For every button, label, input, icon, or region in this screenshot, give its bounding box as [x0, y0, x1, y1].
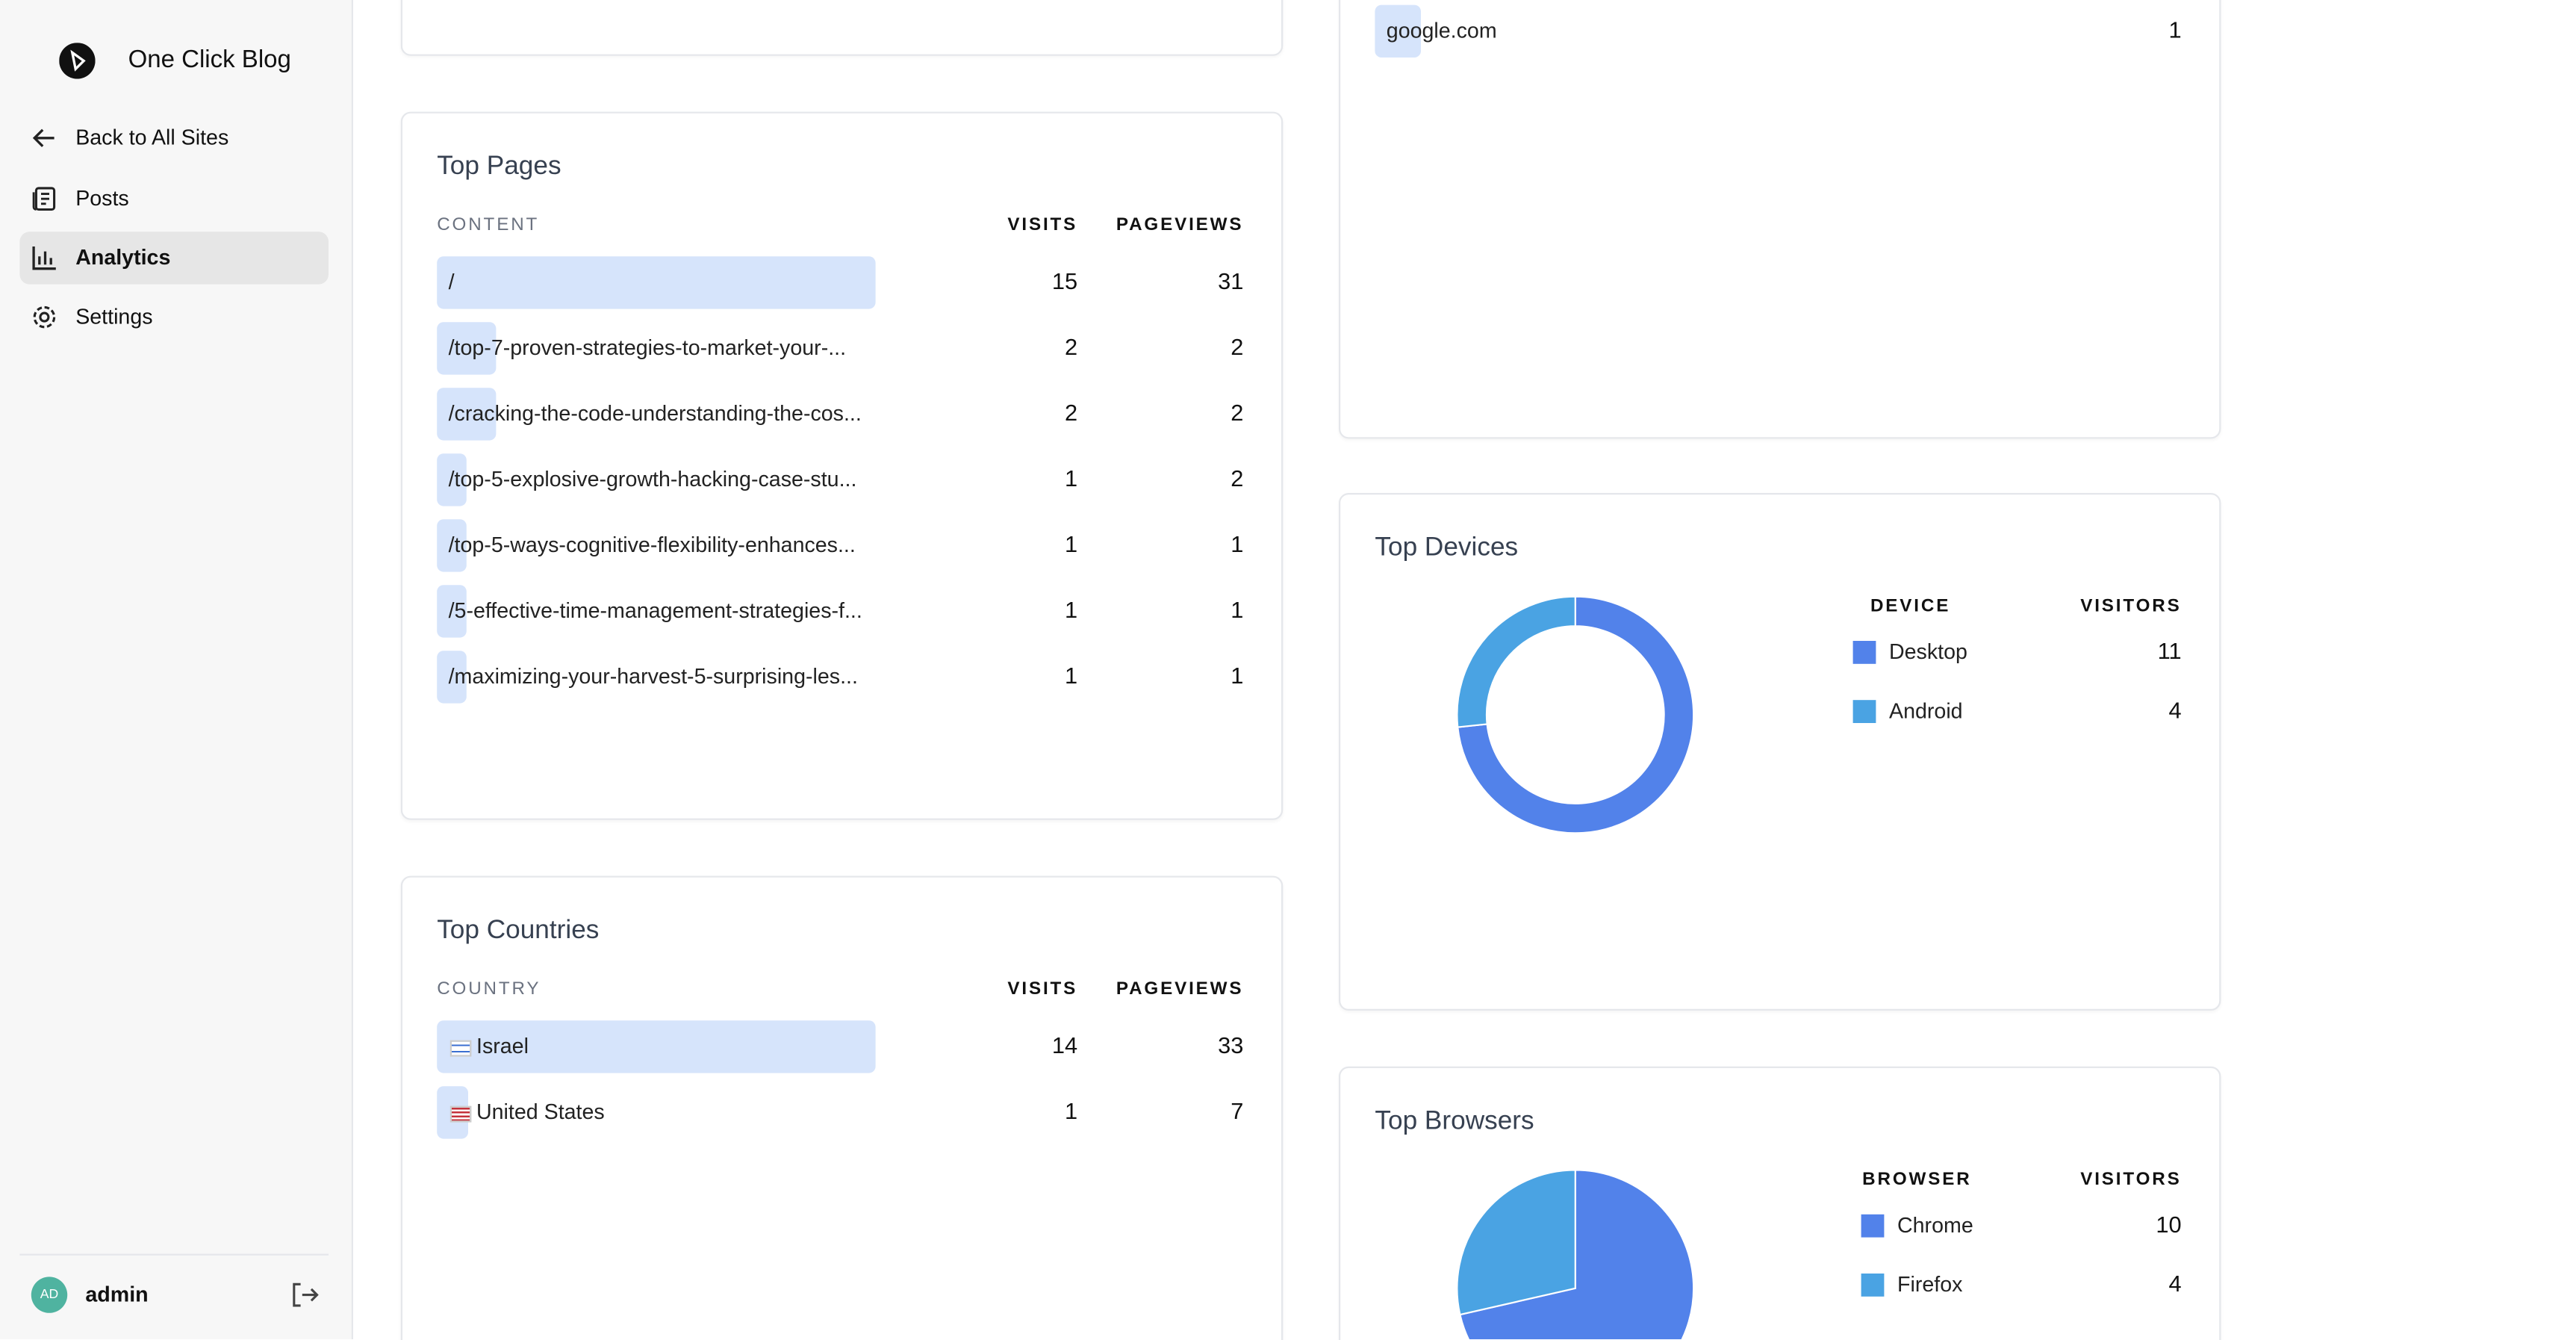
row-label[interactable]: /maximizing-your-harvest-5-surprising-le… [448, 663, 858, 689]
row-label[interactable]: Israel [476, 1033, 529, 1058]
nav-item[interactable]: Back to All Sites [75, 125, 229, 150]
card-title: Top Browsers [1375, 1107, 1534, 1136]
legend-swatch [1861, 1274, 1885, 1297]
visit-bar [437, 585, 467, 638]
visit-bar [437, 322, 496, 375]
visit-bar [437, 519, 467, 572]
pageviews: 33 [1218, 1032, 1244, 1058]
flag-icon [449, 1040, 472, 1057]
referrer-name[interactable]: google.com [1386, 18, 1497, 43]
visits: 2 [1065, 399, 1078, 426]
visit-bar [437, 256, 876, 309]
column-header: VISITS [1007, 979, 1078, 999]
row-label[interactable]: /top-7-proven-strategies-to-market-your-… [448, 335, 847, 360]
column-header: DEVICE [1870, 596, 1951, 616]
settings-icon [33, 305, 56, 329]
pageviews: 31 [1218, 267, 1244, 294]
card-title: Top Countries [437, 916, 600, 945]
avatar: AD [31, 1277, 68, 1313]
visit-bar [437, 651, 467, 704]
user-name: admin [85, 1282, 149, 1306]
pageviews: 1 [1231, 596, 1244, 623]
row-label[interactable]: / [448, 269, 455, 294]
legend-label: Firefox [1897, 1271, 1963, 1297]
card [1339, 0, 2221, 439]
pie-slice [1456, 595, 1576, 728]
visits: 2 [1065, 333, 1078, 360]
referrer-bar [1375, 4, 1421, 58]
legend-swatch [1852, 700, 1876, 723]
legend-value: 4 [2168, 1270, 2182, 1297]
back-icon [32, 128, 55, 147]
visits: 1 [1065, 596, 1078, 623]
nav-item[interactable]: Settings [75, 304, 153, 329]
flag-icon [449, 1105, 472, 1123]
nav-item[interactable]: Analytics [75, 244, 171, 270]
legend-label: Android [1889, 698, 1963, 723]
column-header: VISITS [1007, 215, 1078, 235]
column-header: BROWSER [1862, 1170, 1972, 1190]
visits: 1 [1065, 530, 1078, 557]
legend-label: Desktop [1889, 639, 1967, 664]
sidebar [0, 0, 353, 1339]
active-nav-bg [19, 232, 329, 285]
row-label[interactable]: /top-5-ways-cognitive-flexibility-enhanc… [448, 532, 856, 557]
visits: 15 [1051, 267, 1078, 294]
pageviews: 2 [1231, 465, 1244, 491]
nav-item[interactable]: Posts [75, 185, 129, 211]
legend-swatch [1852, 641, 1876, 664]
visits: 1 [1065, 1097, 1078, 1124]
site-name: One Click Blog [128, 46, 291, 74]
pageviews: 1 [1231, 662, 1244, 689]
posts-icon [32, 187, 56, 211]
legend-value: 10 [2156, 1211, 2182, 1238]
pie-slice [1459, 1169, 1695, 1339]
row-label[interactable]: United States [476, 1099, 605, 1124]
card-title: Top Pages [437, 152, 561, 181]
card [400, 875, 1284, 1340]
pie-slice [1457, 595, 1695, 834]
card-title: Top Devices [1375, 534, 1519, 562]
column-header: VISITORS [2080, 596, 2182, 616]
row-label[interactable]: /top-5-explosive-growth-hacking-case-stu… [448, 466, 857, 491]
visits: 1 [1065, 662, 1078, 689]
visits: 14 [1051, 1032, 1078, 1058]
visit-bar [437, 453, 467, 506]
pageviews: 2 [1231, 333, 1244, 360]
column-header: PAGEVIEWS [1116, 215, 1244, 235]
pageviews: 2 [1231, 399, 1244, 426]
row-label[interactable]: /cracking-the-code-understanding-the-cos… [448, 400, 862, 426]
referrer-visits: 1 [2168, 16, 2182, 43]
legend-value: 11 [2157, 637, 2182, 664]
visit-bar [437, 388, 496, 441]
visit-bar [437, 1020, 876, 1073]
legend-label: Chrome [1897, 1212, 1973, 1238]
divider [19, 1253, 329, 1256]
analytics-icon [32, 246, 56, 270]
row-label[interactable]: /5-effective-time-management-strategies-… [448, 598, 862, 623]
legend-swatch [1861, 1214, 1885, 1238]
pie-slice [1456, 1169, 1576, 1316]
card [400, 0, 1284, 56]
legend-value: 4 [2168, 696, 2182, 723]
card [400, 111, 1284, 820]
column-header: CONTENT [437, 215, 540, 235]
visits: 1 [1065, 465, 1078, 491]
pageviews: 7 [1231, 1097, 1244, 1124]
pageviews: 1 [1231, 530, 1244, 557]
column-header: COUNTRY [437, 979, 541, 999]
column-header: PAGEVIEWS [1116, 979, 1244, 999]
column-header: VISITORS [2080, 1170, 2182, 1190]
logout-button[interactable] [290, 1282, 319, 1308]
logo [59, 43, 96, 79]
